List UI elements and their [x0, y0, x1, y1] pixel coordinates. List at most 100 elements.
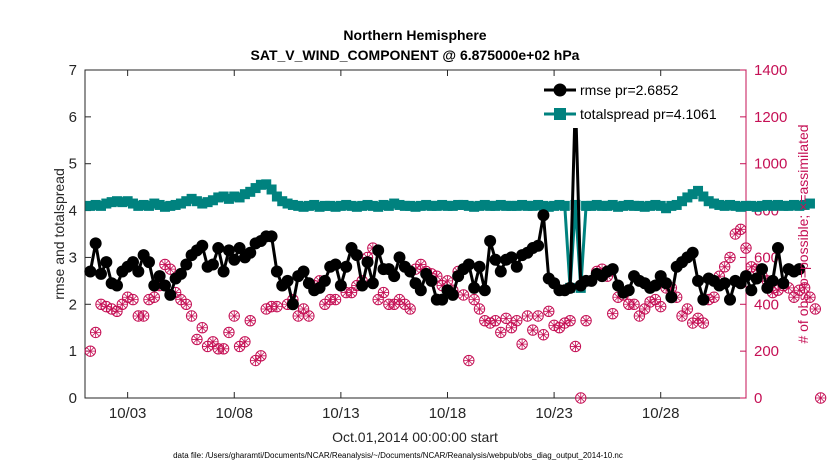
spread-marker — [741, 200, 751, 211]
x-axis-label: Oct.01,2014 00:00:00 start — [332, 429, 498, 445]
obs-marker-cross — [746, 261, 757, 272]
spread-marker — [207, 195, 218, 206]
spread-marker — [298, 201, 309, 212]
spread-marker — [453, 199, 464, 210]
obs-marker-cross — [735, 224, 746, 235]
obs-marker-cross — [522, 311, 533, 321]
rmse-marker — [686, 246, 699, 259]
spread-marker — [261, 179, 272, 190]
obs-marker-circle — [495, 326, 507, 339]
x-tick-label: 10/03 — [109, 405, 147, 422]
spread-marker — [159, 201, 170, 212]
rmse-marker — [132, 265, 145, 278]
spread-marker — [735, 201, 746, 212]
rmse-marker — [462, 258, 475, 271]
spread-marker — [213, 192, 224, 203]
rmse-marker — [484, 235, 497, 248]
obs-marker-circle — [580, 314, 592, 327]
obs-marker-circle — [569, 340, 582, 353]
y-tick-label-right: 1200 — [754, 109, 787, 126]
obs-marker-cross — [85, 346, 96, 357]
rmse-marker — [745, 284, 758, 297]
obs-marker-circle — [734, 223, 747, 236]
obs-marker-circle — [404, 303, 416, 315]
obs-marker-circle — [377, 286, 390, 299]
spread-marker — [421, 199, 432, 210]
obs-marker-circle — [607, 307, 619, 320]
rmse-marker — [100, 256, 113, 269]
obs-point — [292, 310, 304, 322]
spread-marker — [351, 201, 362, 212]
obs-point — [148, 291, 160, 303]
obs-marker-circle — [655, 300, 667, 313]
obs-marker-circle — [516, 338, 528, 350]
spread-marker — [634, 200, 645, 211]
rmse-marker — [297, 265, 310, 278]
obs-point — [681, 303, 694, 315]
obs-marker-cross — [783, 282, 794, 293]
obs-marker-cross — [149, 292, 160, 303]
obs-point — [734, 223, 747, 236]
rmse-marker — [766, 274, 779, 287]
spread-marker — [746, 200, 757, 211]
spread-marker — [474, 200, 485, 211]
obs-point — [84, 345, 97, 357]
obs-marker-cross — [554, 322, 565, 333]
obs-point — [137, 310, 150, 322]
spread-marker — [389, 198, 400, 209]
spread-marker — [399, 200, 410, 211]
spread-marker — [538, 200, 549, 211]
obs-point — [532, 310, 544, 322]
obs-marker-cross — [463, 355, 474, 366]
spread-marker — [447, 200, 458, 211]
chart-title-line1: Northern Hemisphere — [343, 27, 486, 43]
spread-marker — [341, 199, 352, 210]
obs-point — [495, 326, 507, 339]
obs-marker-cross — [229, 311, 240, 321]
obs-marker-cross — [682, 303, 693, 314]
obs-marker-cross — [90, 327, 101, 338]
rmse-marker — [436, 293, 449, 306]
spread-marker — [197, 198, 208, 209]
obs-point — [223, 326, 235, 339]
obs-marker-circle — [473, 303, 486, 315]
rmse-marker — [537, 209, 550, 222]
obs-point — [724, 251, 736, 264]
spread-marker — [335, 200, 346, 211]
rmse-marker — [393, 251, 406, 264]
obs-marker-cross — [346, 287, 357, 298]
obs-marker-cross — [186, 311, 197, 321]
legend-background — [540, 76, 732, 128]
obs-marker-circle — [191, 333, 203, 346]
obs-marker-cross — [431, 271, 442, 282]
spread-marker — [490, 200, 501, 211]
y-tick-label-left: 0 — [69, 390, 77, 407]
obs-point — [127, 293, 139, 306]
y-tick-label-right: 1400 — [754, 62, 787, 79]
rmse-marker — [206, 258, 219, 271]
legend[interactable]: rmse pr=2.6852 totalspread pr=4.1061 — [540, 76, 732, 128]
obs-point — [521, 310, 534, 322]
obs-point — [633, 310, 646, 322]
spread-marker — [266, 184, 277, 195]
obs-marker-cross — [191, 334, 202, 345]
obs-marker-cross — [245, 315, 256, 326]
obs-point — [697, 317, 710, 329]
obs-marker-cross — [693, 313, 704, 324]
rmse-marker — [425, 274, 438, 287]
obs-marker-circle — [628, 298, 640, 310]
spread-marker — [234, 192, 245, 203]
spread-marker — [495, 199, 506, 210]
obs-point — [489, 314, 502, 327]
obs-marker-cross — [261, 303, 272, 314]
legend-rmse-label: rmse pr=2.6852 — [580, 82, 679, 98]
obs-marker-cross — [575, 393, 586, 403]
obs-point — [468, 293, 480, 306]
spread-marker — [437, 199, 448, 210]
spread-marker — [229, 191, 240, 202]
obs-marker-cross — [527, 325, 538, 336]
obs-marker-cross — [394, 294, 405, 305]
obs-point — [543, 305, 555, 318]
obs-marker-cross — [95, 299, 106, 310]
rmse-marker — [340, 260, 353, 273]
